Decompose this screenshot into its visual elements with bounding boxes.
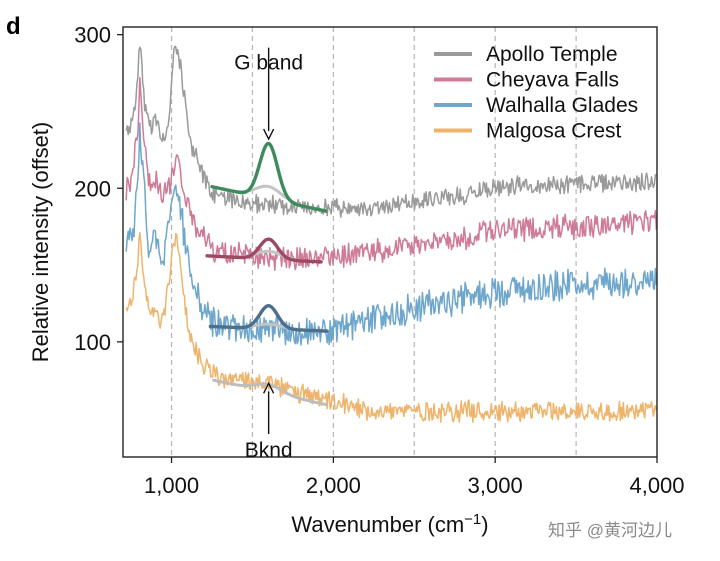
spectra-series	[125, 45, 658, 424]
annotation-label: Bknd	[245, 439, 293, 462]
legend-label: Cheyava Falls	[486, 69, 619, 92]
g-band-fit-curve	[208, 303, 329, 333]
panel-label: d	[6, 13, 21, 40]
annotation-arrowhead	[263, 128, 275, 141]
legend-label: Malgosa Crest	[486, 120, 622, 143]
x-tick-label: 3,000	[468, 473, 523, 498]
y-tick-label: 300	[74, 23, 111, 48]
x-tick-label: 1,000	[144, 473, 199, 498]
legend-label: Apollo Temple	[486, 43, 618, 66]
g-band-fit-curve	[210, 141, 328, 213]
g-band-fit-curve	[205, 237, 323, 264]
y-tick-label: 100	[74, 330, 111, 355]
x-axis: 1,000 2,000 3,000 4,000	[144, 457, 685, 498]
plot-frame	[122, 26, 658, 458]
x-axis-label: Wavenumber (cm−1)	[291, 511, 488, 537]
reference-lines	[170, 27, 577, 457]
y-tick-label: 200	[74, 176, 111, 201]
x-tick-label: 2,000	[306, 473, 361, 498]
legend-label: Walhalla Glades	[486, 94, 638, 117]
y-axis: 100 200 300	[74, 23, 123, 355]
x-tick-label: 4,000	[629, 473, 684, 498]
spectrum-line	[125, 45, 657, 218]
annotation-arrowhead	[263, 381, 275, 394]
spectrum-line	[125, 122, 658, 346]
spectrum-line	[125, 77, 658, 271]
watermark-text: 知乎 @黄河边儿	[548, 521, 672, 540]
y-axis-label: Relative intensity (offset)	[28, 122, 53, 362]
fit-curves	[205, 141, 329, 407]
spectrum-line	[125, 231, 658, 424]
